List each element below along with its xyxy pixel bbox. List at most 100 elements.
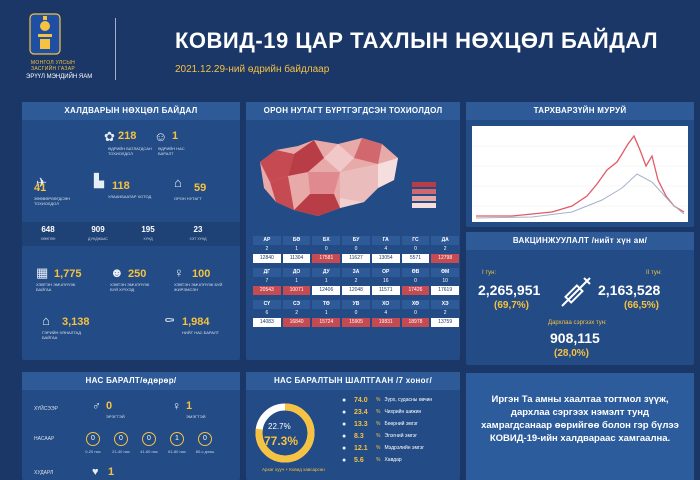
table-cell: 2 [443,246,447,252]
table-cell: 11304 [282,254,311,263]
age-41-60-value: 0 [142,432,156,446]
daily-deaths-label: ӨДРИЙН НАС БАРАЛТ [158,146,185,156]
table-cell: 4 [384,246,388,252]
cause-percent: 23.4 [354,408,368,416]
causes-panel: НАС БАРАЛТЫН ШАЛТГААН /7 хоног/ 22.7% 77… [246,372,460,480]
dose1-value: 2,265,951 [478,282,541,298]
table-cell: 15905 [342,318,370,327]
table-cell: ӨВ [401,268,430,277]
org-name-top: МОНГОЛ УЛСЫН ЗАСГИЙН ГАЗАР [30,60,76,72]
cause-percent-unit: % [376,445,381,451]
causes-panel-title: НАС БАРАЛТЫН ШАЛТГААН /7 хоног/ [246,372,460,390]
infection-panel: ХАЛДВАРЫН НӨХЦӨЛ БАЙДАЛ ✿ 218 ӨДРИЙН БАТ… [22,102,240,360]
children-label: ХЭВТЭН ЭМЧЛҮҮЛЖ БУЙ ХҮҮХЭД [110,282,150,292]
female-icon: ♀ [172,399,181,413]
imported-value: 41 [34,182,47,194]
cause-list: ● 74.0% Зүрх, судасны өвчин ● 23.4% Чихрийн ш… [342,394,454,466]
age-21-40-value: 0 [114,432,128,446]
table-cell: 13054 [371,254,400,263]
org-name: ЭРҮҮЛ МЭНДИЙН ЯАМ [26,74,93,80]
table-cell: 10 [442,278,448,284]
female-value: 1 [186,400,193,412]
severity-moderate-value: 909 [91,225,105,234]
dose2-percent: (66,5%) [624,300,660,311]
table-cell: 0 [414,246,417,252]
syringe-icon [561,277,591,307]
cause-item: ● 5.6% Хавдар [342,454,454,466]
table-cell: ДО [282,268,311,277]
table-cell: ТӨ [312,300,341,309]
imported-label: ЗӨӨВӨРЛӨГДСӨН ТОХИОЛДОЛ [34,196,71,206]
daily-confirmed-label: ӨДРИЙН БАТЛАГДСАН ТОХИОЛДОЛ [108,146,152,156]
age-80-plus-value: 0 [198,432,212,446]
cause-value: 1 [108,466,115,478]
table-cell: ӨМ [431,268,460,277]
table-cell: 12840 [253,254,281,263]
age-deaths-title: НАС БАРАЛТ/өдөрөр/ [22,372,240,390]
severity-moderate-label: ДУНДЖААС [88,237,108,241]
cause-percent: 5.6 [354,456,364,464]
table-cell: 11627 [342,254,370,263]
table-cell: 17581 [312,254,341,263]
vaccine-panel: ВАКЦИНЖУУЛАЛТ /нийт хүн ам/ I тун: 2,265… [466,232,694,365]
table-cell: 17426 [401,286,430,295]
page-header [0,0,700,92]
severity-critical-value: 23 [193,225,203,234]
table-cell: ГС [401,236,430,245]
table-cell: 7 [265,278,269,284]
table-cell: 1 [324,310,328,316]
yurt-icon: ⌂ [174,175,182,190]
cause-label: Зүрх, судасны өвчин [384,397,433,403]
pregnant-value: 100 [192,268,211,280]
table-cell: ХЭ [431,300,460,309]
age-deaths-panel: НАС БАРАЛТ/өдөрөр/ ХҮЙСЭЭР НАСААР ХУДАРЛ… [22,372,240,480]
organ-icon: ● [342,444,347,452]
rural-value: 59 [194,182,207,194]
mongolia-map [260,138,398,216]
map-legend [412,182,436,208]
by-sex-label: ХҮЙСЭЭР [34,406,58,412]
cause-percent-unit: % [376,457,381,463]
table-cell: ДА [431,236,460,245]
age-21-40-label: 21-40 нас [112,449,130,454]
cause-percent-unit: % [376,433,381,439]
table-cell: 13759 [431,318,460,327]
header-divider [115,18,116,80]
table-row: СҮ СЭ ТӨ УВ ХО ХӨ ХЭ [252,300,460,309]
daily-deaths-value: 1 [172,130,179,142]
table-cell: 16 [382,278,389,284]
table-row: 2 1 0 0 4 0 2 [252,245,460,254]
table-row: 20543 10071 12406 12048 11571 17426 17619 [252,286,460,295]
cause-percent-unit: % [376,409,381,415]
cause-item: ● 13.3% Бөөрний эмгэг [342,418,454,430]
children-value: 250 [128,268,147,280]
cause-percent-unit: % [376,397,381,403]
table-cell: 0 [354,310,358,316]
table-row: 6 2 1 0 4 0 2 [252,309,460,318]
table-cell: ДГ [253,268,281,277]
age-0-20-value: 0 [86,432,100,446]
table-cell: 12048 [342,286,370,295]
map-panel: ОРОН НУТАГТ БҮРТГЭГДСЭН ТОХИОЛДОЛ [246,102,460,360]
severity-severe-value: 195 [141,225,155,234]
organ-icon: ● [342,396,347,404]
severity-severe-label: ХҮНД [143,237,153,241]
cause-label: Бөөрний эмгэг [384,421,419,427]
table-cell: 11571 [371,286,400,295]
lungs-icon: ✿ [104,129,115,144]
epi-curve-chart [472,126,688,222]
ring-label: Архаг хууч + Ковид хавсарсан [262,467,325,472]
table-cell: 14083 [253,318,281,327]
cause-label: Мэдрэлийн эмгэг [384,445,425,451]
cause-percent: 74.0 [354,396,368,404]
table-cell: ОР [371,268,400,277]
vaccine-panel-title: ВАКЦИНЖУУЛАЛТ /нийт хүн ам/ [466,232,694,250]
table-cell: 12406 [312,286,341,295]
table-cell: ЗА [342,268,370,277]
table-cell: ХӨ [401,300,430,309]
table-cell: ХО [371,300,400,309]
table-cell: 0 [414,310,417,316]
severity-mild-value: 648 [41,225,55,234]
organ-icon: ● [342,420,347,428]
home-icon: ⌂ [42,313,50,328]
